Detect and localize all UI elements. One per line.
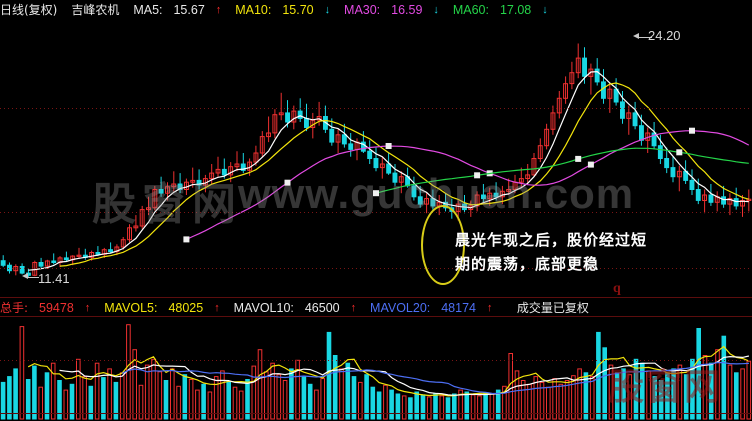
mavol20-value: 48174 bbox=[441, 301, 476, 315]
ma5-value: 15.67 bbox=[173, 3, 205, 17]
volume-adjust-note: 成交量已复权 bbox=[516, 301, 589, 315]
ma60-direction-icon: ↓ bbox=[542, 4, 548, 16]
stray-glyph: q bbox=[613, 281, 621, 296]
mavol10-value: 46500 bbox=[304, 301, 340, 315]
high-callout-arrow-icon bbox=[633, 33, 639, 39]
stock-name-label[interactable]: 吉峰农机 bbox=[71, 3, 120, 17]
mavol5-label: MAVOL5: bbox=[104, 301, 158, 315]
price-gridline bbox=[0, 108, 752, 109]
ma5-direction-icon: ↑ bbox=[215, 4, 222, 16]
ma30-label: MA30: bbox=[344, 3, 381, 17]
ma10-value: 15.70 bbox=[282, 3, 314, 17]
ma60-value: 17.08 bbox=[499, 3, 532, 17]
mavol5-value: 48025 bbox=[168, 301, 204, 315]
mavol10-direction-icon: ↑ bbox=[350, 302, 357, 314]
high-price-label: 24.20 bbox=[648, 28, 681, 43]
volume-bar-plot bbox=[0, 324, 752, 420]
volume-chart-panel[interactable] bbox=[0, 317, 752, 421]
annotation-line-1: 晨光乍现之后，股价经过短 bbox=[455, 231, 648, 249]
price-gridline bbox=[0, 212, 752, 213]
low-callout-arrow-icon bbox=[22, 273, 28, 279]
volume-panel-top-border bbox=[0, 316, 752, 317]
low-price-label: 11.41 bbox=[38, 271, 70, 286]
low-callout-leader bbox=[27, 276, 39, 278]
panel-divider bbox=[0, 297, 752, 298]
ma60-label: MA60: bbox=[452, 3, 489, 17]
ma10-label: MA10: bbox=[235, 3, 272, 17]
chart-annotation-text: 晨光乍现之后，股价经过短 期的震荡，底部更稳 bbox=[455, 228, 647, 276]
total-volume-direction-icon: ↑ bbox=[84, 302, 91, 314]
mavol5-direction-icon: ↑ bbox=[214, 302, 220, 314]
ma10-direction-icon: ↓ bbox=[324, 4, 331, 16]
price-indicator-header: 日线(复权) 吉峰农机 MA5: 15.67 ↑ MA10: 15.70 ↓ M… bbox=[0, 1, 752, 19]
period-label[interactable]: 日线(复权) bbox=[0, 3, 58, 17]
high-callout-leader bbox=[638, 36, 652, 38]
volume-panel-bottom-border bbox=[0, 413, 752, 414]
ma30-value: 16.59 bbox=[391, 3, 423, 17]
volume-indicator-header: 总手: 59478 ↑ MAVOL5: 48025 ↑ MAVOL10: 465… bbox=[0, 299, 752, 317]
annotation-line-2: 期的震荡，底部更稳 bbox=[455, 255, 600, 273]
mavol20-label: MAVOL20: bbox=[370, 301, 431, 315]
total-volume-label: 总手: bbox=[0, 301, 29, 315]
mavol10-label: MAVOL10: bbox=[233, 301, 294, 315]
price-gridline bbox=[0, 268, 752, 269]
total-volume-value: 59478 bbox=[39, 301, 74, 315]
ma5-label: MA5: bbox=[133, 3, 163, 17]
ma30-direction-icon: ↓ bbox=[433, 4, 439, 16]
mavol20-direction-icon: ↑ bbox=[486, 302, 493, 314]
highlight-ellipse-annotation bbox=[421, 205, 465, 285]
volume-gridline bbox=[0, 360, 752, 361]
